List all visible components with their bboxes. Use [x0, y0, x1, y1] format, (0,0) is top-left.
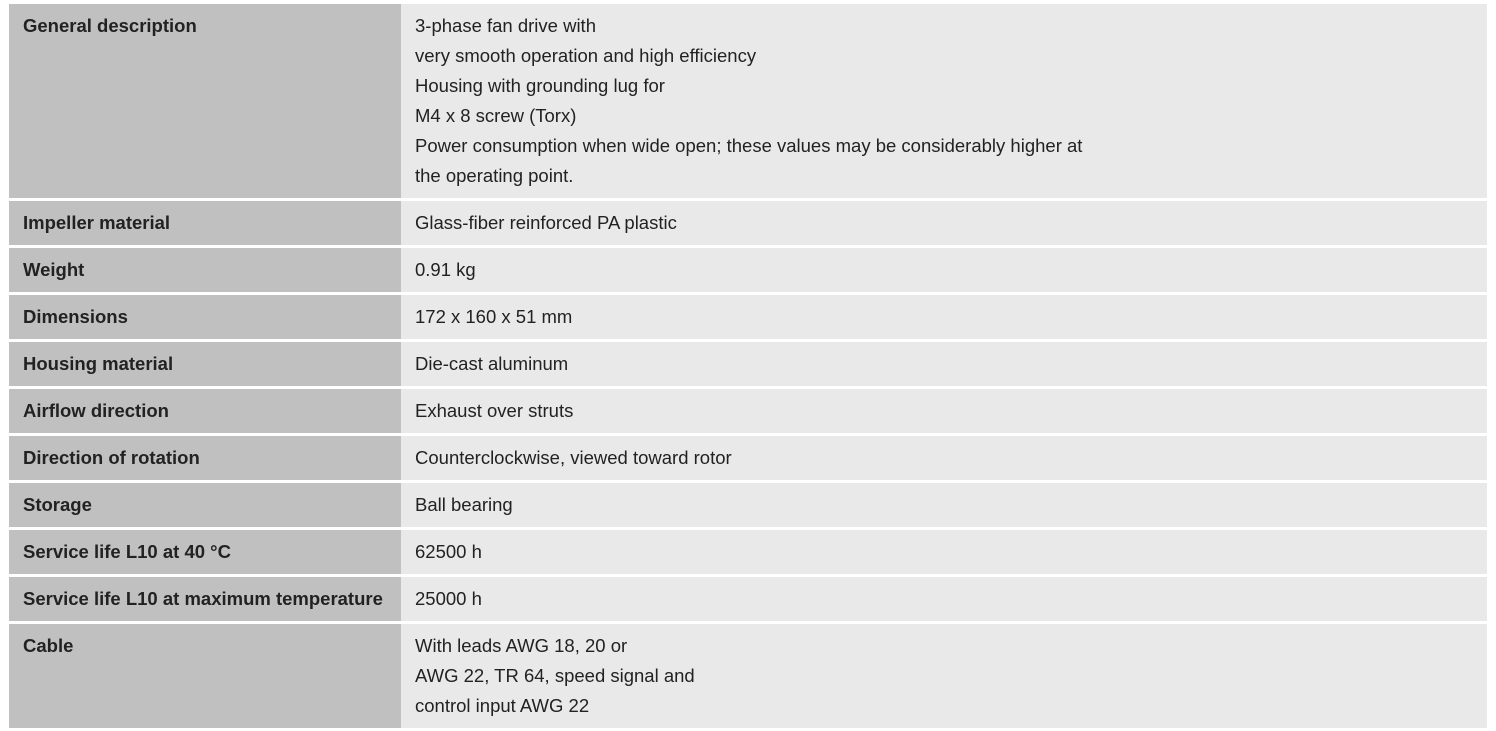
table-row: Dimensions 172 x 160 x 51 mm [9, 294, 1487, 341]
table-row: Housing material Die-cast aluminum [9, 341, 1487, 388]
spec-value-line: 172 x 160 x 51 mm [415, 302, 1473, 332]
table-row: Service life L10 at maximum temperature 2… [9, 576, 1487, 623]
spec-value-line: very smooth operation and high efficienc… [415, 41, 1473, 71]
spec-value-line: AWG 22, TR 64, speed signal and [415, 661, 1473, 691]
spec-value: 172 x 160 x 51 mm [401, 294, 1487, 341]
spec-value: 3-phase fan drive withvery smooth operat… [401, 4, 1487, 200]
table-row: CableWith leads AWG 18, 20 orAWG 22, TR … [9, 623, 1487, 730]
spec-value-line: 25000 h [415, 584, 1473, 614]
spec-table-container: V ENT EL General description3-phase fan … [9, 4, 1487, 731]
spec-label: Impeller material [9, 200, 401, 247]
spec-label: Service life L10 at 40 °C [9, 529, 401, 576]
spec-value-line: With leads AWG 18, 20 or [415, 631, 1473, 661]
spec-value-line: Die-cast aluminum [415, 349, 1473, 379]
table-row: Direction of rotation Counterclockwise, v… [9, 435, 1487, 482]
spec-label: Weight [9, 247, 401, 294]
spec-label: Airflow direction [9, 388, 401, 435]
spec-value: Glass-fiber reinforced PA plastic [401, 200, 1487, 247]
spec-value: With leads AWG 18, 20 orAWG 22, TR 64, s… [401, 623, 1487, 730]
table-row: Weight 0.91 kg [9, 247, 1487, 294]
spec-value-line: 0.91 kg [415, 255, 1473, 285]
spec-label: Dimensions [9, 294, 401, 341]
spec-value-line: Housing with grounding lug for [415, 71, 1473, 101]
spec-value: 25000 h [401, 576, 1487, 623]
spec-value: 0.91 kg [401, 247, 1487, 294]
spec-value: Ball bearing [401, 482, 1487, 529]
spec-table-body: General description3-phase fan drive wit… [9, 4, 1487, 730]
spec-value-line: control input AWG 22 [415, 691, 1473, 721]
spec-label: Housing material [9, 341, 401, 388]
spec-value-line: the operating point. [415, 161, 1473, 191]
spec-value-line: 62500 h [415, 537, 1473, 567]
spec-value-line: Counterclockwise, viewed toward rotor [415, 443, 1473, 473]
table-row: Service life L10 at 40 °C 62500 h [9, 529, 1487, 576]
spec-value: Die-cast aluminum [401, 341, 1487, 388]
spec-label: General description [9, 4, 401, 200]
spec-value-line: M4 x 8 screw (Torx) [415, 101, 1473, 131]
spec-label: Cable [9, 623, 401, 730]
spec-table: General description3-phase fan drive wit… [9, 4, 1487, 731]
spec-label: Storage [9, 482, 401, 529]
table-row: Airflow direction Exhaust over struts [9, 388, 1487, 435]
spec-value: 62500 h [401, 529, 1487, 576]
table-row: Impeller material Glass-fiber reinforced … [9, 200, 1487, 247]
spec-value: Counterclockwise, viewed toward rotor [401, 435, 1487, 482]
table-row: General description3-phase fan drive wit… [9, 4, 1487, 200]
table-row: Storage Ball bearing [9, 482, 1487, 529]
spec-label: Service life L10 at maximum temperature [9, 576, 401, 623]
spec-value-line: 3-phase fan drive with [415, 11, 1473, 41]
spec-value-line: Exhaust over struts [415, 396, 1473, 426]
spec-value-line: Ball bearing [415, 490, 1473, 520]
spec-value: Exhaust over struts [401, 388, 1487, 435]
spec-value-line: Glass-fiber reinforced PA plastic [415, 208, 1473, 238]
spec-label: Direction of rotation [9, 435, 401, 482]
spec-value-line: Power consumption when wide open; these … [415, 131, 1473, 161]
